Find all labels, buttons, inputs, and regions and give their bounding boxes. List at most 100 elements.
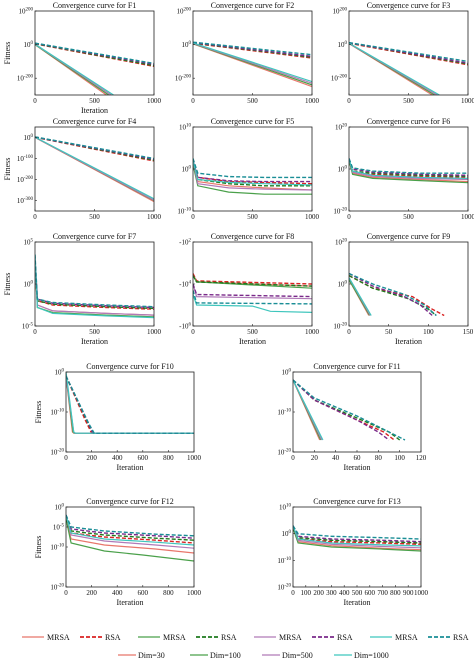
x-tick-label: 800: [163, 454, 174, 462]
y-tick-label: 10-10: [277, 557, 291, 565]
x-tick-label: 150: [463, 328, 474, 336]
legend-label: Dim=500: [282, 651, 313, 660]
series-line-rsa-dim1000: [349, 272, 437, 317]
series-group: [349, 272, 445, 317]
series-group: [193, 41, 312, 88]
x-tick-label: 0: [33, 213, 37, 221]
x-tick-label: 500: [247, 213, 258, 221]
axes-frame: [292, 371, 422, 453]
series-line-mrsa-dim1000: [66, 372, 194, 434]
x-tick-label: 500: [89, 213, 100, 221]
x-tick-label: 1000: [305, 213, 320, 221]
y-tick-label: 10-20: [333, 323, 347, 331]
legend-label: MRSA: [395, 633, 418, 642]
series-line-rsa-dim1000: [349, 41, 468, 63]
legend: MRSA RSA MRSA RSA MRSA RSA MRSA RSA Dim=30 Dim=10…: [22, 633, 469, 660]
y-tick-label: 1020: [335, 239, 348, 247]
series-group: [35, 42, 154, 95]
series-line-rsa-dim1000: [193, 158, 312, 179]
x-tick-label: 1000: [305, 328, 320, 336]
series-line-rsa-dim1000: [293, 525, 421, 540]
legend-label: Dim=1000: [354, 651, 389, 660]
y-tick-label: 10-10: [277, 409, 291, 417]
chart-title: Convergence curve for F6: [367, 117, 451, 126]
series-line-rsa-dim1000: [349, 158, 468, 174]
series-line-rsa-dim500: [293, 379, 390, 441]
x-tick-label: 40: [332, 454, 340, 462]
series-line-mrsa-dim1000: [349, 42, 440, 95]
series-line-mrsa-dim1000: [35, 136, 154, 200]
y-tick-label: 10-20: [277, 584, 291, 592]
x-tick-label: 0: [64, 454, 68, 462]
x-tick-label: 1000: [187, 454, 202, 462]
x-tick-label: 200: [86, 454, 97, 462]
series-line-rsa-dim1000: [293, 379, 406, 441]
x-tick-label: 120: [416, 454, 427, 462]
series-line-rsa-dim100: [35, 262, 154, 310]
series-line-mrsa-dim1000: [66, 514, 194, 546]
series-line-rsa-dim1000: [66, 375, 194, 434]
series-line-rsa-dim30: [349, 274, 445, 317]
series-line-rsa-dim30: [193, 162, 312, 185]
subplot-1: Convergence curve for F1 0 500 1000 10200 100…: [3, 1, 162, 115]
x-tick-label: 1000: [147, 97, 162, 105]
series-line-rsa-dim500: [293, 525, 421, 543]
series-line-mrsa-dim500: [193, 283, 312, 300]
series-line-rsa-dim100: [293, 379, 401, 441]
x-tick-label: 0: [347, 97, 351, 105]
y-axis-label: Fitness: [34, 536, 43, 559]
legend-label: RSA: [221, 633, 237, 642]
x-tick-label: 800: [163, 589, 174, 597]
axes-frame: [192, 126, 313, 212]
x-tick-label: 100: [423, 328, 434, 336]
series-line-mrsa-dim500: [193, 160, 312, 191]
series-line-mrsa-dim30: [66, 375, 194, 434]
chart-title: Convergence curve for F5: [211, 117, 295, 126]
y-tick-label: 100: [24, 281, 34, 289]
chart-title: Convergence curve for F3: [367, 1, 451, 10]
x-tick-label: 1000: [461, 213, 474, 221]
y-tick-label: 100: [282, 530, 292, 538]
subplot-9: Convergence curve for F9 0 50 100 150 1020 100…: [333, 232, 473, 346]
subplot-5: Convergence curve for F5 0 500 1000 1010 100 1…: [177, 117, 319, 221]
y-axis-label: Fitness: [3, 273, 12, 296]
x-tick-label: 0: [33, 97, 37, 105]
axes-frame: [348, 126, 469, 212]
axes-frame: [65, 371, 195, 453]
x-tick-label: 500: [403, 213, 414, 221]
series-group: [35, 254, 154, 319]
x-tick-label: 1000: [414, 589, 429, 597]
y-axis-label: Fitness: [3, 42, 12, 65]
legend-label: RSA: [453, 633, 469, 642]
x-tick-label: 500: [89, 328, 100, 336]
series-line-rsa-dim1000: [66, 514, 194, 537]
x-axis-label: Iteration: [81, 106, 108, 115]
subplot-12: Convergence curve for F12 0 200 400 600 800 10…: [34, 497, 202, 607]
y-tick-label: 1010: [279, 504, 292, 512]
subplot-4: Convergence curve for F4 0 500 1000 100 10-10…: [3, 117, 162, 221]
series-line-rsa-dim500: [66, 375, 194, 434]
chart-title: Convergence curve for F2: [211, 1, 295, 10]
series-line-mrsa-dim100: [349, 279, 371, 316]
subplot-6: Convergence curve for F6 0 500 1000 1020 100 1…: [333, 117, 474, 221]
series-group: [35, 136, 154, 203]
chart-title: Convergence curve for F13: [313, 497, 401, 506]
x-tick-label: 300: [326, 589, 337, 597]
y-tick-label: 10-300: [17, 197, 34, 205]
series-line-mrsa-dim1000: [293, 379, 324, 441]
x-tick-label: 60: [354, 454, 362, 462]
y-tick-label: 100: [338, 281, 348, 289]
x-tick-label: 100: [301, 589, 312, 597]
subplot-11: Convergence curve for F11 0 20 40 60 80 100 120…: [277, 362, 426, 472]
y-tick-label: 10200: [177, 8, 192, 16]
y-tick-label: 10-10: [50, 544, 64, 552]
x-tick-label: 900: [403, 589, 414, 597]
y-tick-label: 10200: [333, 8, 348, 16]
y-tick-label: 1020: [335, 124, 348, 132]
series-group: [349, 158, 468, 184]
y-tick-label: 10-5: [53, 524, 65, 532]
x-tick-label: 600: [138, 589, 149, 597]
x-tick-label: 100: [394, 454, 405, 462]
x-tick-label: 500: [403, 97, 414, 105]
y-tick-label: 100: [182, 166, 192, 174]
